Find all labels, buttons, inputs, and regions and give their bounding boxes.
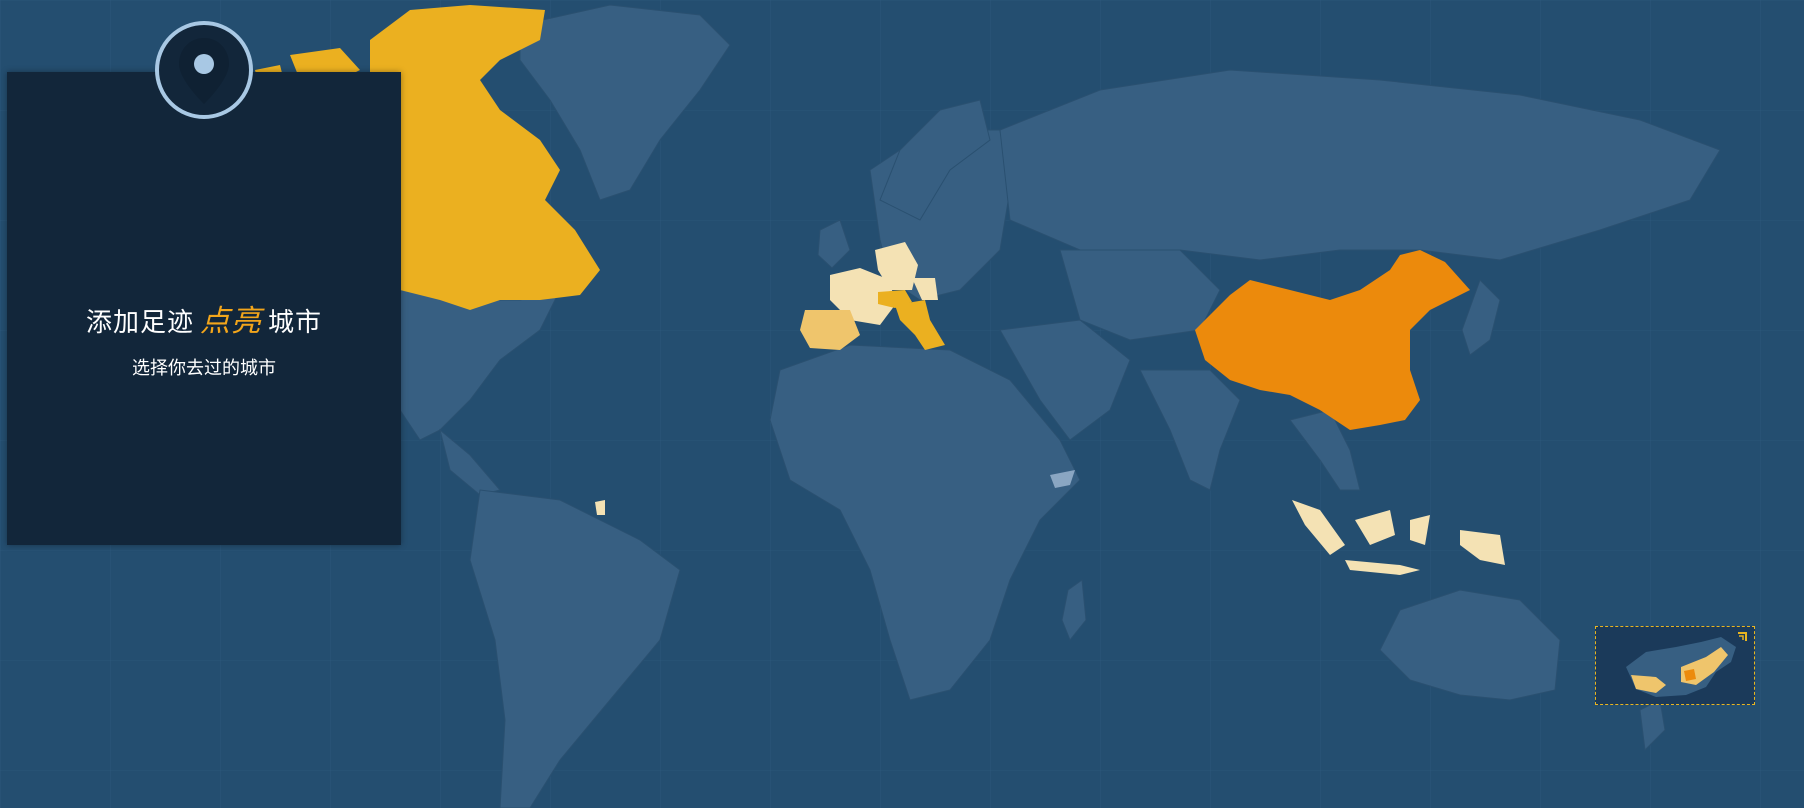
minimap-visited-provinces (1631, 647, 1728, 693)
region-small-island[interactable] (595, 500, 605, 515)
panel-subtitle: 选择你去过的城市 (132, 358, 276, 379)
minimap-highlight-province (1684, 669, 1696, 681)
land-scandinavia (879, 99, 991, 221)
region-canada[interactable] (370, 5, 600, 310)
land-japan (1461, 279, 1501, 356)
land-south-america (469, 489, 681, 808)
panel-title-prefix: 添加足迹 (85, 308, 194, 338)
region-germany[interactable] (875, 242, 918, 290)
visited-regions[interactable] (255, 5, 1505, 575)
region-italy[interactable] (895, 300, 945, 350)
land-india (1139, 369, 1241, 491)
panel-title-suffix: 城市 (268, 308, 323, 338)
region-switzerland[interactable] (878, 290, 912, 308)
region-papua-new-guinea[interactable] (1460, 530, 1505, 565)
region-spain[interactable] (800, 310, 860, 350)
land-africa (769, 344, 1081, 701)
panel-title: 添加足迹 点亮 城市 (7, 296, 401, 340)
collapse-corner-icon[interactable] (1736, 631, 1748, 643)
panel-title-highlight: 点亮 (200, 304, 262, 339)
region-china[interactable] (1195, 250, 1470, 430)
land-masses (359, 4, 1721, 808)
region-balkans[interactable] (912, 278, 938, 300)
land-greenland (519, 4, 731, 201)
land-australia (1379, 589, 1561, 701)
add-footprint-panel (7, 72, 401, 545)
land-madagascar (1061, 579, 1087, 641)
region-somalia[interactable] (1050, 470, 1075, 488)
map-pin-icon (155, 21, 253, 119)
land-uk (817, 219, 851, 269)
china-minimap[interactable] (1595, 626, 1755, 705)
region-indonesia[interactable] (1292, 500, 1430, 575)
